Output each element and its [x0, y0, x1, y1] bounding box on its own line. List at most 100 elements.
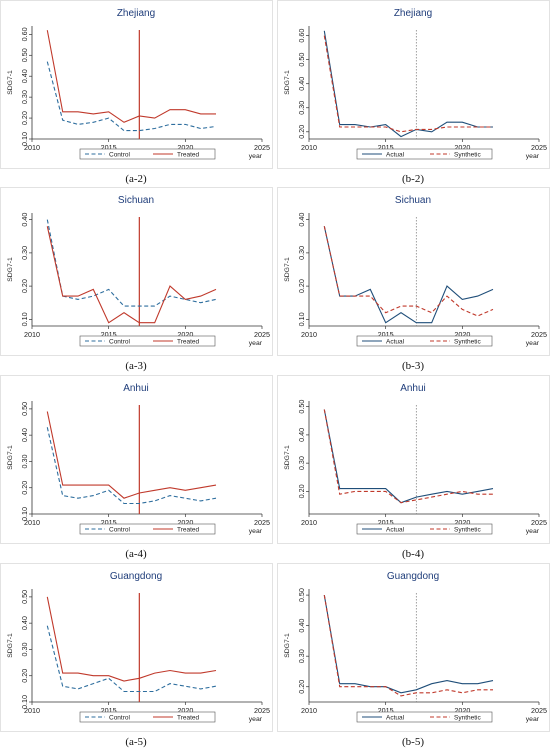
legend-label-synthetic: Synthetic: [454, 527, 481, 534]
y-axis-label: SDG7-1: [7, 633, 14, 658]
y-axis-label: SDG7-1: [284, 445, 291, 470]
x-tick-label: 2010: [301, 330, 317, 339]
panel-frame: [0, 563, 273, 732]
panel-frame: [0, 187, 273, 356]
chart-title: Guangdong: [387, 571, 439, 582]
y-axis-label: SDG7-1: [7, 70, 14, 95]
y-tick-label: 0.30: [20, 454, 29, 468]
x-tick-label: 2025: [254, 143, 270, 152]
x-axis-label: year: [526, 153, 540, 160]
legend-label-treated: Treated: [177, 527, 200, 534]
chart-panel-b-5: Guangdong 0.20 0.30 0.40 0.50 2010 2015 2020 202…: [277, 563, 550, 748]
chart-panel-a-3: Sichuan 0.10 0.20 0.30 0.40 2010 2015 2020 2025 S…: [0, 187, 273, 372]
x-tick-label: 2015: [101, 706, 117, 715]
y-tick-label: 0.30: [20, 246, 29, 260]
y-axis-label: SDG7-1: [7, 445, 14, 470]
chart-title: Zhejiang: [117, 8, 155, 19]
legend-box: [356, 148, 493, 160]
legend-box: [79, 523, 216, 535]
chart-title: Zhejiang: [394, 8, 432, 19]
y-tick-label: 0.40: [20, 213, 29, 227]
y-tick-label: 0.40: [20, 616, 29, 630]
y-tick-label: 0.10: [20, 507, 29, 521]
x-tick-label: 2020: [454, 518, 470, 527]
y-tick-label: 0.50: [20, 590, 29, 604]
legend-label-synthetic: Synthetic: [454, 715, 481, 722]
series-line-actual: [323, 30, 493, 138]
x-tick-label: 2010: [301, 706, 317, 715]
panel-caption: (a-2): [125, 173, 147, 185]
chart-title: Sichuan: [395, 195, 431, 206]
legend-label-actual: Actual: [386, 715, 405, 722]
series-line-treated: [46, 30, 216, 123]
panel-frame: [0, 375, 273, 544]
y-tick-label: 0.50: [20, 402, 29, 416]
y-tick-label: 0.40: [297, 619, 306, 633]
legend-label-actual: Actual: [386, 527, 405, 534]
y-tick-label: 0.30: [297, 246, 306, 260]
chart-panel-b-3: Sichuan 0.10 0.20 0.30 0.40 2010 2015 2020 2025 S…: [277, 187, 550, 372]
y-tick-label: 0.30: [297, 649, 306, 663]
chart-panel-a-4: Anhui 0.10 0.20 0.30 0.40 0.50 2010 2015 2020 202…: [0, 375, 273, 560]
y-tick-label: 0.20: [20, 111, 29, 125]
chart-title: Anhui: [400, 383, 426, 394]
x-tick-label: 2020: [454, 330, 470, 339]
chart-panel-a-5: Guangdong 0.10 0.20 0.30 0.40 0.50 2010 2015 202…: [0, 563, 273, 748]
series-line-synthetic: [323, 595, 493, 697]
y-tick-label: 0.40: [297, 77, 306, 91]
legend-label-control: Control: [109, 715, 131, 722]
y-tick-label: 0.20: [297, 125, 306, 139]
legend-label-actual: Actual: [386, 339, 405, 346]
y-tick-label: 0.60: [297, 29, 306, 43]
panel-frame: [277, 0, 550, 169]
x-tick-label: 2025: [531, 143, 547, 152]
series-line-treated: [46, 411, 217, 499]
series-line-treated: [46, 226, 217, 324]
series-line-control: [46, 625, 217, 693]
x-tick-label: 2010: [24, 330, 40, 339]
legend-box: [356, 335, 493, 347]
series-line-actual: [323, 226, 494, 324]
panel-caption: (b-3): [402, 360, 424, 372]
series-line-control: [46, 219, 217, 307]
x-tick-label: 2025: [531, 518, 547, 527]
panel-caption: (a-5): [125, 736, 147, 748]
y-axis-label: SDG7-1: [284, 633, 291, 658]
x-axis-label: year: [249, 340, 263, 347]
x-tick-label: 2020: [454, 143, 470, 152]
legend-label-treated: Treated: [177, 715, 200, 722]
y-tick-label: 0.50: [297, 53, 306, 67]
series-line-control: [46, 61, 217, 132]
x-tick-label: 2015: [101, 330, 117, 339]
x-tick-label: 2020: [177, 518, 193, 527]
x-tick-label: 2010: [24, 706, 40, 715]
y-tick-label: 0.20: [20, 279, 29, 293]
legend-label-control: Control: [109, 339, 131, 346]
series-line-synthetic: [323, 35, 493, 133]
legend-label-synthetic: Synthetic: [454, 339, 481, 346]
x-tick-label: 2020: [454, 706, 470, 715]
x-tick-label: 2015: [101, 143, 117, 152]
y-axis-label: SDG7-1: [284, 70, 291, 95]
x-tick-label: 2025: [531, 330, 547, 339]
y-tick-label: 0.60: [20, 27, 29, 41]
legend-label-treated: Treated: [177, 339, 200, 346]
panel-caption: (b-5): [402, 736, 424, 748]
y-tick-label: 0.30: [297, 456, 306, 470]
legend-label-actual: Actual: [386, 152, 405, 159]
legend-box: [79, 335, 216, 347]
y-tick-label: 0.10: [20, 312, 29, 326]
y-tick-label: 0.10: [20, 695, 29, 709]
legend-box: [79, 711, 216, 723]
panel-caption: (a-4): [125, 548, 147, 560]
y-tick-label: 0.20: [297, 484, 306, 498]
series-line-actual: [323, 595, 494, 694]
y-axis-label: SDG7-1: [7, 257, 14, 282]
y-tick-label: 0.40: [297, 428, 306, 442]
y-tick-label: 0.40: [297, 213, 306, 227]
x-tick-label: 2025: [254, 518, 270, 527]
x-tick-label: 2015: [378, 143, 394, 152]
series-line-treated: [46, 596, 217, 682]
x-axis-label: year: [526, 716, 540, 723]
x-axis-label: year: [249, 716, 263, 723]
